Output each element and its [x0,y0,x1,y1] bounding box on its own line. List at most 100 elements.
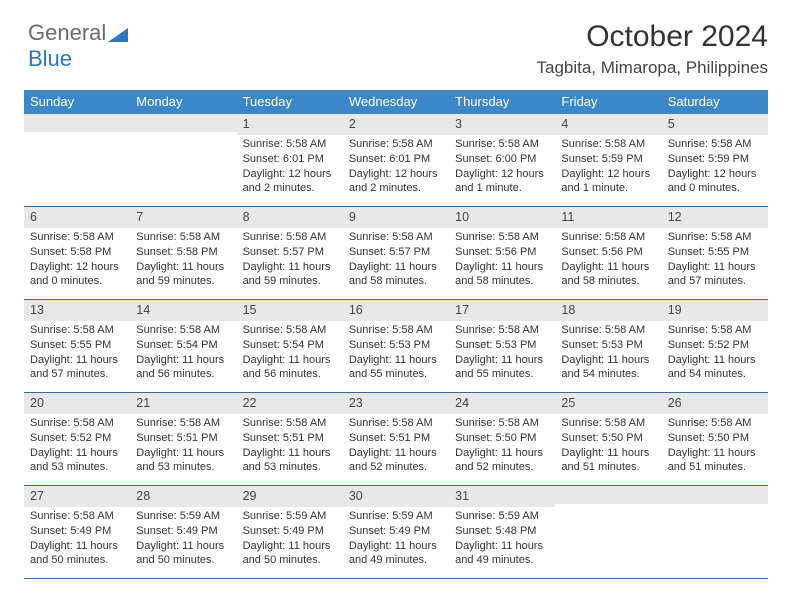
day-body: Sunrise: 5:59 AMSunset: 5:49 PMDaylight:… [130,507,236,572]
sunrise-text: Sunrise: 5:58 AM [243,137,337,152]
day-body: Sunrise: 5:58 AMSunset: 5:53 PMDaylight:… [449,321,555,386]
day-cell: 20Sunrise: 5:58 AMSunset: 5:52 PMDayligh… [24,393,130,485]
daylight-text: Daylight: 11 hours and 51 minutes. [668,446,762,476]
day-body: Sunrise: 5:58 AMSunset: 5:55 PMDaylight:… [662,228,768,293]
sunrise-text: Sunrise: 5:58 AM [455,137,549,152]
sunrise-text: Sunrise: 5:58 AM [455,416,549,431]
logo-gray: General [28,20,106,45]
sunrise-text: Sunrise: 5:58 AM [561,137,655,152]
daylight-text: Daylight: 12 hours and 1 minute. [561,167,655,197]
day-body: Sunrise: 5:58 AMSunset: 6:00 PMDaylight:… [449,135,555,200]
day-cell: 7 Sunrise: 5:58 AMSunset: 5:58 PMDaylight… [130,207,236,299]
day-cell: 11Sunrise: 5:58 AMSunset: 5:56 PMDayligh… [555,207,661,299]
daylight-text: Daylight: 11 hours and 54 minutes. [561,353,655,383]
day-cell: 25Sunrise: 5:58 AMSunset: 5:50 PMDayligh… [555,393,661,485]
day-number: 28 [130,486,236,507]
sunset-text: Sunset: 5:58 PM [136,245,230,260]
day-body: Sunrise: 5:58 AMSunset: 5:53 PMDaylight:… [343,321,449,386]
sunrise-text: Sunrise: 5:58 AM [668,137,762,152]
day-body: Sunrise: 5:59 AMSunset: 5:48 PMDaylight:… [449,507,555,572]
location-text: Tagbita, Mimaropa, Philippines [24,58,768,78]
day-cell: 2Sunrise: 5:58 AMSunset: 6:01 PMDaylight… [343,114,449,206]
sunset-text: Sunset: 5:49 PM [349,524,443,539]
daylight-text: Daylight: 11 hours and 56 minutes. [136,353,230,383]
daylight-text: Daylight: 11 hours and 50 minutes. [30,539,124,569]
sunset-text: Sunset: 5:51 PM [243,431,337,446]
day-cell: 19Sunrise: 5:58 AMSunset: 5:52 PMDayligh… [662,300,768,392]
day-cell: 21Sunrise: 5:58 AMSunset: 5:51 PMDayligh… [130,393,236,485]
sunset-text: Sunset: 5:48 PM [455,524,549,539]
day-cell: 1Sunrise: 5:58 AMSunset: 6:01 PMDaylight… [237,114,343,206]
day-cell: 5Sunrise: 5:58 AMSunset: 5:59 PMDaylight… [662,114,768,206]
daylight-text: Daylight: 12 hours and 0 minutes. [30,260,124,290]
dayhead-monday: Monday [130,90,236,114]
sunset-text: Sunset: 5:51 PM [136,431,230,446]
day-body: Sunrise: 5:58 AMSunset: 5:55 PMDaylight:… [24,321,130,386]
page-title: October 2024 [24,20,768,54]
day-cell: 18Sunrise: 5:58 AMSunset: 5:53 PMDayligh… [555,300,661,392]
logo-blue: Blue [28,46,72,71]
sunrise-text: Sunrise: 5:58 AM [668,230,762,245]
daylight-text: Daylight: 11 hours and 51 minutes. [561,446,655,476]
calendar: Sunday Monday Tuesday Wednesday Thursday… [24,90,768,579]
day-body: Sunrise: 5:58 AMSunset: 5:51 PMDaylight:… [237,414,343,479]
daylight-text: Daylight: 11 hours and 59 minutes. [243,260,337,290]
dayhead-saturday: Saturday [662,90,768,114]
day-number: 7 [130,207,236,228]
week-row: 27Sunrise: 5:58 AMSunset: 5:49 PMDayligh… [24,486,768,579]
day-number: 26 [662,393,768,414]
sunset-text: Sunset: 6:01 PM [243,152,337,167]
sunrise-text: Sunrise: 5:59 AM [136,509,230,524]
day-body: Sunrise: 5:58 AMSunset: 5:56 PMDaylight:… [555,228,661,293]
day-number: 12 [662,207,768,228]
daylight-text: Daylight: 11 hours and 52 minutes. [455,446,549,476]
day-body: Sunrise: 5:58 AMSunset: 5:51 PMDaylight:… [343,414,449,479]
sunrise-text: Sunrise: 5:58 AM [243,416,337,431]
daylight-text: Daylight: 11 hours and 58 minutes. [349,260,443,290]
day-cell: 10Sunrise: 5:58 AMSunset: 5:56 PMDayligh… [449,207,555,299]
week-row: 13Sunrise: 5:58 AMSunset: 5:55 PMDayligh… [24,300,768,393]
sunrise-text: Sunrise: 5:58 AM [561,416,655,431]
header: October 2024 Tagbita, Mimaropa, Philippi… [24,20,768,78]
sunrise-text: Sunrise: 5:58 AM [455,323,549,338]
day-number: 8 [237,207,343,228]
day-cell [24,114,130,206]
day-number: 6 [24,207,130,228]
daylight-text: Daylight: 11 hours and 59 minutes. [136,260,230,290]
sunset-text: Sunset: 5:49 PM [30,524,124,539]
day-cell: 3Sunrise: 5:58 AMSunset: 6:00 PMDaylight… [449,114,555,206]
dayhead-thursday: Thursday [449,90,555,114]
week-row: 1Sunrise: 5:58 AMSunset: 6:01 PMDaylight… [24,114,768,207]
sunset-text: Sunset: 5:58 PM [30,245,124,260]
day-number [662,486,768,504]
day-body: Sunrise: 5:58 AMSunset: 5:53 PMDaylight:… [555,321,661,386]
day-number: 20 [24,393,130,414]
day-number: 16 [343,300,449,321]
day-cell: 14Sunrise: 5:58 AMSunset: 5:54 PMDayligh… [130,300,236,392]
day-body: Sunrise: 5:58 AMSunset: 5:57 PMDaylight:… [237,228,343,293]
day-cell: 4Sunrise: 5:58 AMSunset: 5:59 PMDaylight… [555,114,661,206]
daylight-text: Daylight: 11 hours and 55 minutes. [349,353,443,383]
sunrise-text: Sunrise: 5:58 AM [561,323,655,338]
sunrise-text: Sunrise: 5:59 AM [349,509,443,524]
day-number: 25 [555,393,661,414]
day-cell: 6Sunrise: 5:58 AMSunset: 5:58 PMDaylight… [24,207,130,299]
day-cell [130,114,236,206]
day-cell: 22Sunrise: 5:58 AMSunset: 5:51 PMDayligh… [237,393,343,485]
day-header-row: Sunday Monday Tuesday Wednesday Thursday… [24,90,768,114]
day-body: Sunrise: 5:58 AMSunset: 5:59 PMDaylight:… [662,135,768,200]
day-number: 9 [343,207,449,228]
daylight-text: Daylight: 12 hours and 1 minute. [455,167,549,197]
sunset-text: Sunset: 6:01 PM [349,152,443,167]
daylight-text: Daylight: 12 hours and 2 minutes. [349,167,443,197]
sunrise-text: Sunrise: 5:58 AM [136,230,230,245]
sunrise-text: Sunrise: 5:58 AM [455,230,549,245]
sunrise-text: Sunrise: 5:58 AM [30,323,124,338]
day-body: Sunrise: 5:58 AMSunset: 6:01 PMDaylight:… [237,135,343,200]
day-body: Sunrise: 5:58 AMSunset: 5:52 PMDaylight:… [24,414,130,479]
daylight-text: Daylight: 11 hours and 56 minutes. [243,353,337,383]
day-number: 11 [555,207,661,228]
day-number: 27 [24,486,130,507]
day-cell: 16Sunrise: 5:58 AMSunset: 5:53 PMDayligh… [343,300,449,392]
sunset-text: Sunset: 5:59 PM [561,152,655,167]
